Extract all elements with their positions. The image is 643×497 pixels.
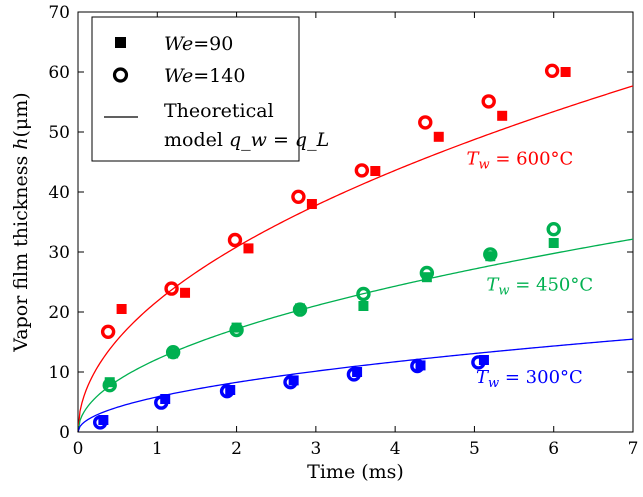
curve-label-value: = 450°C [509,274,593,295]
we90-square-marker [231,322,242,333]
we90-square-marker [560,67,571,77]
curve-label-value: = 600°C [490,148,574,169]
we140-circle-marker [356,286,371,302]
we140-circle-marker [418,115,433,130]
x-tick-label: 2 [231,439,242,459]
y-tick-label: 50 [48,123,70,143]
we90-square-marker [370,166,381,176]
x-tick-label: 3 [310,439,321,459]
curve-labels: Tw = 600°CTw = 450°CTw = 300°C [467,148,594,390]
we140-circle-marker [227,232,243,248]
we90-square-marker [104,377,115,388]
legend-model-label-line2: model q_w = q_L [164,129,329,151]
we140-circle-marker [346,367,362,382]
we90-square-marker [98,415,109,425]
y-tick-label: 10 [48,363,70,383]
data-markers [92,63,571,430]
legend-we140-value: =140 [193,65,245,87]
we140-circle-marker [410,358,425,374]
y-tick-label: 60 [48,63,70,83]
we90-square-marker [243,243,254,254]
we140-circle-marker [471,355,486,370]
we90-square-marker [306,199,317,209]
y-axis-ticks: 0 10 20 30 40 50 60 70 [48,3,633,443]
curve-label-subscript: w [479,157,490,172]
curve-label-series-0: Tw = 600°C [467,148,574,172]
we140-circle-marker [283,375,298,390]
y-axis-title-main: Vapor film thickness [10,150,32,353]
we140-circle-marker [354,163,370,178]
curve-label-series-1: Tw = 450°C [486,274,593,298]
y-tick-label: 20 [48,303,70,323]
legend-model-formula: q_w = q_L [229,129,329,151]
we140-circle-marker [165,345,181,360]
legend-open-circle-icon [112,67,129,83]
x-tick-label: 1 [152,439,163,459]
legend-we90-var: We [164,33,193,55]
we90-square-marker [180,287,191,298]
curve-label-subscript: w [488,376,499,391]
we140-circle-marker [219,384,235,399]
y-tick-label: 0 [59,423,70,443]
legend-box [91,16,300,162]
x-tick-label: 7 [628,439,639,459]
y-axis-title-unit: (μm) [10,92,32,137]
x-tick-label: 4 [390,439,401,459]
we140-circle-marker [229,322,244,338]
we90-square-marker [433,131,444,142]
we140-circle-marker [100,324,116,339]
we90-square-marker [288,375,299,386]
we90-square-marker [168,348,179,359]
we140-circle-marker [544,63,560,79]
we140-circle-marker [419,265,435,281]
x-axis-title: Time (ms) [307,461,404,483]
curve-label-var: T [476,367,490,388]
we90-square-marker [415,360,426,371]
we140-circle-marker [292,302,308,317]
x-tick-label: 5 [469,439,480,459]
we90-square-marker [352,367,363,377]
we90-square-marker [295,303,305,314]
legend-model-prefix: model [164,129,229,151]
legend-we140-label: We=140 [164,65,245,87]
we90-square-marker [548,238,559,248]
we140-circle-marker [291,189,306,205]
y-axis-title: Vapor film thickness h(μm) [10,92,32,352]
legend-filled-square-icon [115,37,126,48]
x-tick-label: 6 [548,439,559,459]
x-axis-ticks: 0 1 2 3 4 5 6 7 [73,12,639,459]
we140-circle-marker [546,221,561,237]
legend-we90-value: =90 [193,33,233,55]
we140-circle-marker [481,94,496,109]
x-tick-label: 0 [73,439,84,459]
y-tick-label: 40 [48,183,70,203]
legend-model-label-line1: Theoretical [164,100,274,122]
model-curve-series-2 [77,338,634,433]
legend-we140-var: We [164,65,193,87]
y-tick-label: 30 [48,243,70,263]
curve-label-var: T [467,148,481,169]
we90-square-marker [225,385,236,395]
curve-label-subscript: w [498,283,509,298]
we90-square-marker [358,301,369,311]
y-axis-title-var: h [10,137,32,149]
y-tick-label: 70 [48,3,70,23]
we90-square-marker [497,110,508,121]
legend-we90-label: We=90 [164,33,233,55]
we140-circle-marker [102,378,117,393]
curve-label-value: = 300°C [499,367,583,388]
we90-square-marker [485,251,496,262]
we140-circle-marker [164,281,179,296]
we140-circle-marker [483,247,498,262]
we140-circle-marker [154,395,169,410]
legend: We=90 We=140 Theoretical model q_w = q_L [91,16,329,162]
curve-label-series-2: Tw = 300°C [476,367,583,391]
we140-circle-marker [92,415,108,430]
we90-square-marker [116,304,127,314]
curve-label-var: T [486,274,500,295]
model-curve-series-0 [77,85,634,433]
